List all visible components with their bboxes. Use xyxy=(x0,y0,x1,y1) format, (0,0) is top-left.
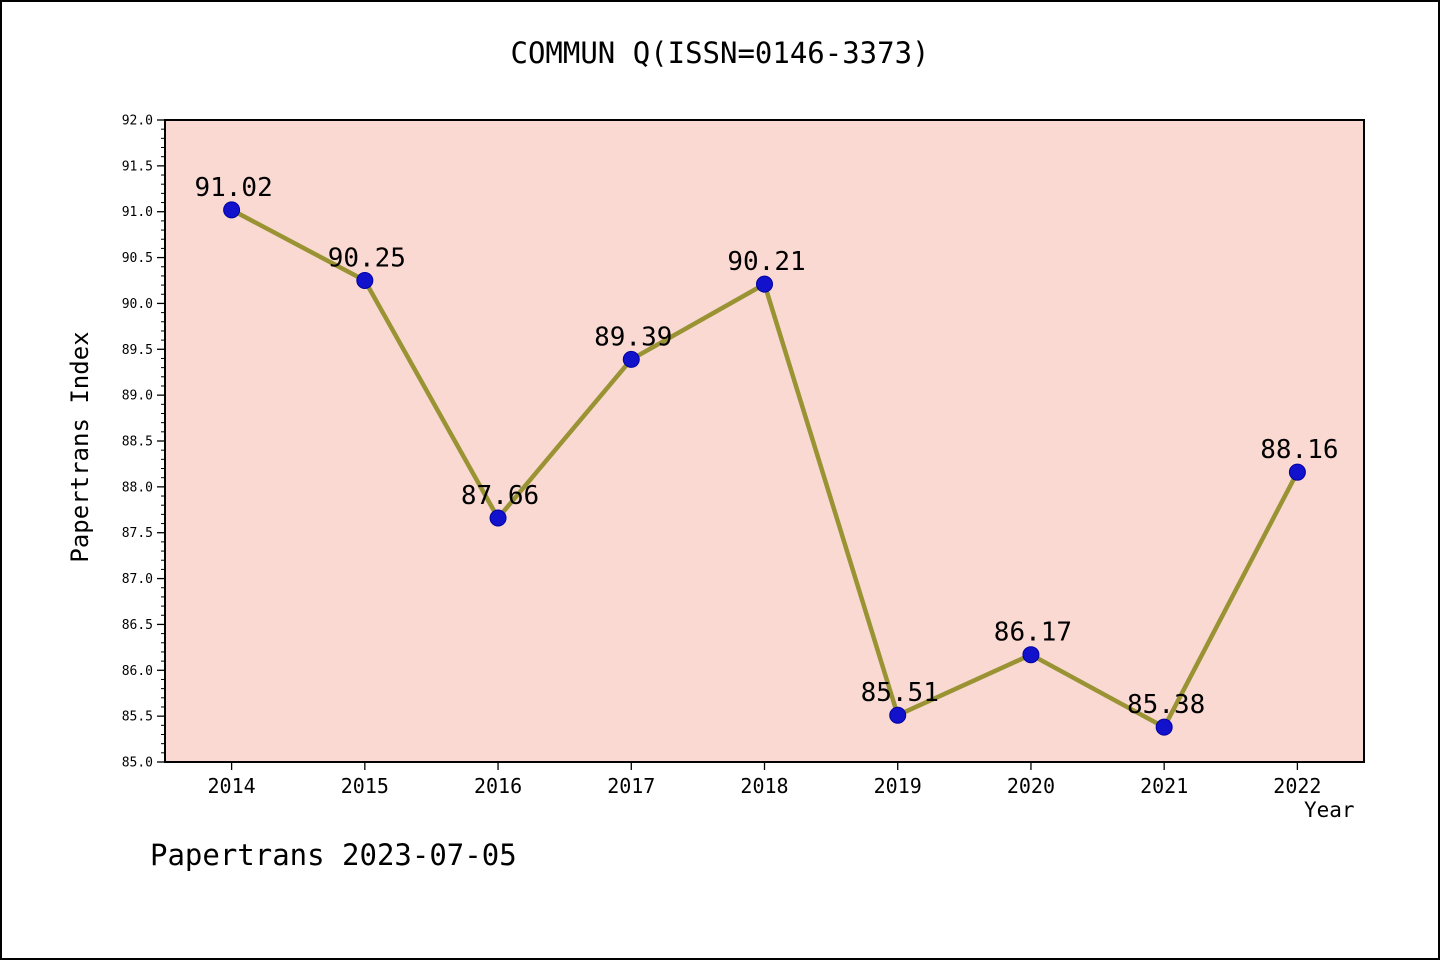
svg-text:89.39: 89.39 xyxy=(594,322,672,352)
svg-text:89.5: 89.5 xyxy=(122,343,153,358)
svg-text:2021: 2021 xyxy=(1140,774,1188,798)
svg-text:85.51: 85.51 xyxy=(861,678,939,708)
svg-text:85.5: 85.5 xyxy=(122,710,153,725)
svg-text:2019: 2019 xyxy=(874,774,922,798)
svg-text:2015: 2015 xyxy=(341,774,389,798)
svg-text:88.16: 88.16 xyxy=(1260,435,1338,465)
svg-text:90.0: 90.0 xyxy=(122,297,153,312)
svg-text:2017: 2017 xyxy=(607,774,655,798)
svg-text:85.38: 85.38 xyxy=(1127,690,1205,720)
svg-text:90.21: 90.21 xyxy=(727,247,805,277)
svg-text:86.0: 86.0 xyxy=(122,664,153,679)
svg-text:92.0: 92.0 xyxy=(122,114,153,129)
svg-text:89.0: 89.0 xyxy=(122,389,153,404)
svg-text:85.0: 85.0 xyxy=(122,756,153,771)
svg-text:87.66: 87.66 xyxy=(461,481,539,511)
svg-text:2020: 2020 xyxy=(1007,774,1055,798)
svg-text:2022: 2022 xyxy=(1273,774,1321,798)
svg-text:88.0: 88.0 xyxy=(122,480,153,495)
svg-text:2014: 2014 xyxy=(208,774,256,798)
x-axis-label: Year xyxy=(1304,798,1355,822)
chart-title: COMMUN Q(ISSN=0146-3373) xyxy=(510,36,930,70)
svg-text:87.0: 87.0 xyxy=(122,572,153,587)
svg-text:86.5: 86.5 xyxy=(122,618,153,633)
svg-text:91.5: 91.5 xyxy=(122,159,153,174)
svg-text:90.25: 90.25 xyxy=(328,244,406,274)
svg-text:86.17: 86.17 xyxy=(994,618,1072,648)
svg-text:2016: 2016 xyxy=(474,774,522,798)
svg-text:91.0: 91.0 xyxy=(122,205,153,220)
svg-text:87.5: 87.5 xyxy=(122,526,153,541)
svg-text:91.02: 91.02 xyxy=(194,173,272,203)
watermark-text: Papertrans 2023-07-05 xyxy=(150,838,517,872)
svg-text:90.5: 90.5 xyxy=(122,251,153,266)
svg-text:2018: 2018 xyxy=(740,774,788,798)
svg-text:88.5: 88.5 xyxy=(122,435,153,450)
